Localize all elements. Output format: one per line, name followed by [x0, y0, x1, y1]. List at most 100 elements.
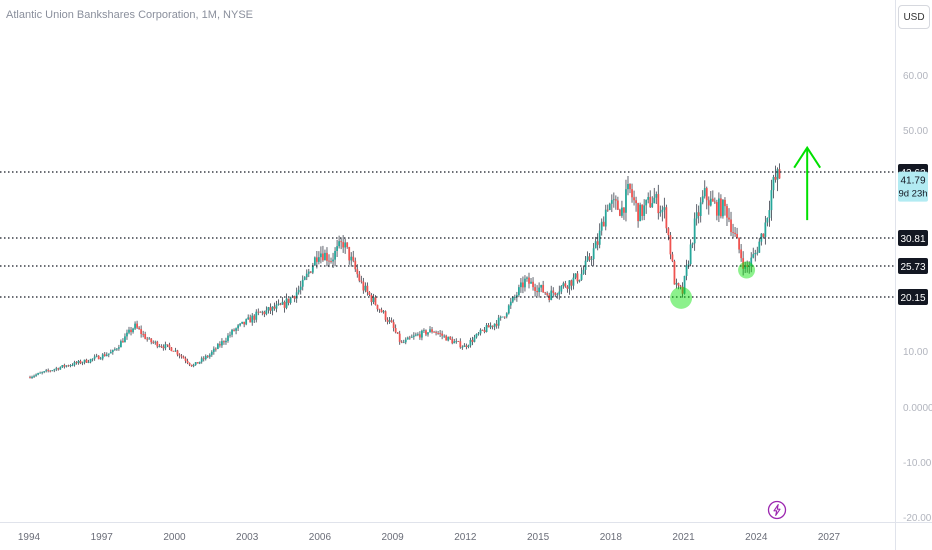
- candle-body: [41, 372, 44, 374]
- candle: [449, 336, 452, 340]
- candle-body: [200, 358, 203, 362]
- candle-body: [105, 354, 108, 357]
- candle-body: [713, 201, 716, 203]
- candle-body: [499, 316, 502, 318]
- price-axis[interactable]: 60.00 50.00 10.00 0.0000 -10.00 -20.00: [903, 71, 932, 524]
- candle: [55, 366, 58, 372]
- candle-body: [463, 345, 466, 347]
- candle: [160, 344, 163, 348]
- candle: [509, 297, 512, 309]
- candle-body: [43, 371, 46, 373]
- annotations-layer: [670, 145, 822, 309]
- candle-body: [156, 341, 159, 347]
- candle-body: [705, 188, 708, 201]
- candle-body: [627, 183, 629, 190]
- candle-body: [63, 365, 66, 367]
- time-axis[interactable]: 1994 1997 2000 2003 2006 2009 2012 2015 2018 2021…: [18, 532, 841, 543]
- candle: [91, 358, 94, 362]
- candle-body: [752, 254, 755, 258]
- candle-body: [625, 189, 627, 213]
- countdown-label: 9d 23h: [898, 189, 927, 200]
- candle-body: [334, 251, 336, 260]
- candle: [275, 300, 278, 313]
- candle: [768, 200, 771, 227]
- candle-body: [604, 209, 607, 227]
- candle: [689, 239, 692, 267]
- candle: [97, 355, 100, 360]
- candle: [760, 233, 763, 246]
- candle: [223, 340, 225, 345]
- candle: [168, 342, 171, 351]
- candle: [522, 276, 524, 294]
- currency-button[interactable]: USD: [898, 5, 930, 29]
- y-tick-label: -10.00: [903, 458, 932, 469]
- candle-body: [144, 333, 147, 339]
- last-price-badge: 41.79 9d 23h: [898, 171, 928, 202]
- candle: [435, 330, 437, 336]
- candle-body: [631, 189, 633, 198]
- candle: [202, 356, 205, 362]
- candle-body: [239, 323, 242, 326]
- candle: [184, 356, 187, 364]
- candle: [257, 308, 260, 316]
- candle-body: [724, 199, 726, 207]
- candle-body: [485, 325, 488, 332]
- candle: [598, 223, 601, 249]
- candle: [562, 281, 565, 289]
- candle-body: [311, 265, 314, 273]
- candle-body: [188, 362, 191, 365]
- candle-body: [653, 197, 656, 204]
- candle: [659, 205, 662, 217]
- candle-body: [289, 297, 292, 303]
- candle: [277, 299, 280, 306]
- candle-body: [303, 277, 306, 280]
- candle-body: [546, 293, 549, 296]
- candle-body: [299, 286, 302, 290]
- candle: [89, 358, 92, 364]
- candle: [152, 340, 155, 345]
- candle: [87, 359, 90, 364]
- candle-body: [192, 364, 195, 367]
- candle: [354, 257, 357, 272]
- candle-body: [570, 280, 573, 286]
- candle-body: [73, 362, 76, 366]
- candle-body: [515, 295, 518, 297]
- candle-body: [645, 199, 648, 206]
- candle: [402, 339, 405, 344]
- candle-body: [115, 348, 118, 350]
- candle-body: [481, 329, 484, 331]
- candle-body: [374, 297, 377, 305]
- candle: [297, 285, 300, 295]
- candle-body: [774, 176, 777, 180]
- candle: [756, 246, 759, 256]
- candle-body: [505, 313, 508, 317]
- candle-body: [243, 321, 246, 325]
- candle-body: [576, 273, 579, 282]
- candle-body: [610, 200, 613, 204]
- candle: [311, 262, 314, 275]
- candle-body: [81, 362, 84, 364]
- candle-body: [517, 287, 520, 296]
- candle-body: [608, 203, 611, 210]
- candle: [154, 340, 157, 345]
- candle-body: [150, 338, 153, 343]
- candle-body: [71, 365, 74, 366]
- lightning-alert-icon[interactable]: [767, 500, 787, 520]
- candle-body: [520, 282, 522, 288]
- candle: [259, 311, 262, 313]
- candle: [425, 329, 427, 337]
- candle: [740, 244, 743, 262]
- candle: [283, 300, 286, 313]
- candle: [235, 327, 237, 335]
- candle-body: [612, 199, 615, 201]
- candle: [580, 267, 583, 281]
- candle-body: [61, 365, 64, 368]
- candle: [550, 285, 553, 301]
- candle-body: [382, 311, 385, 313]
- candle-body: [172, 351, 175, 352]
- candle: [293, 295, 296, 303]
- candle: [524, 275, 526, 292]
- candle: [374, 295, 377, 306]
